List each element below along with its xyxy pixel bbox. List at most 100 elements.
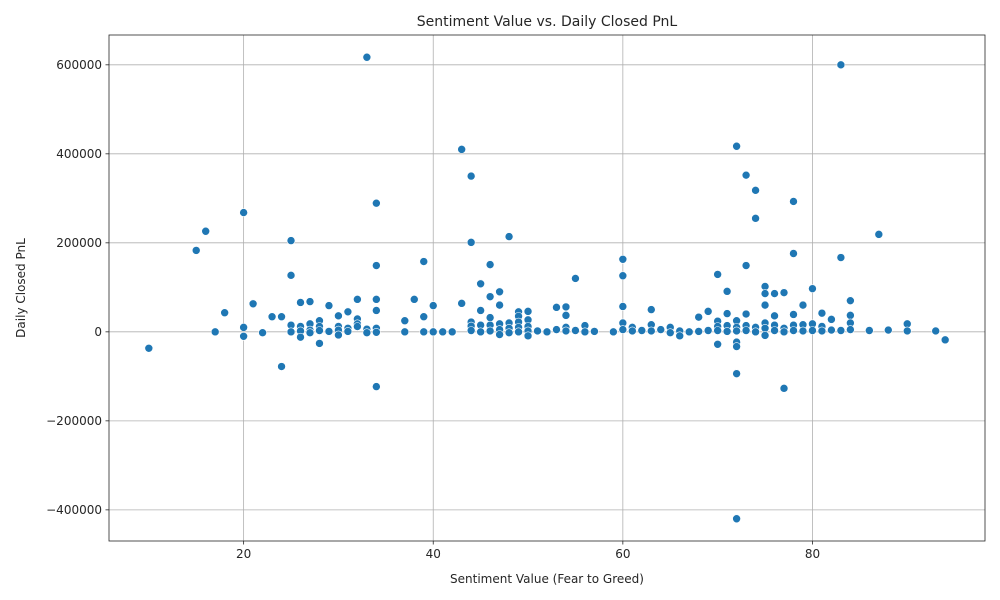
x-axis-ticks: 20 40 60 80 — [236, 541, 820, 561]
data-point — [362, 328, 372, 338]
data-point — [419, 312, 429, 322]
data-point — [817, 326, 827, 336]
data-point — [286, 271, 296, 280]
data-point — [438, 327, 448, 337]
data-point — [419, 327, 429, 337]
data-point — [514, 327, 523, 337]
data-point — [751, 186, 760, 195]
data-point — [798, 300, 808, 310]
data-point — [694, 327, 703, 336]
data-point — [552, 303, 561, 312]
data-point — [732, 342, 741, 351]
data-point — [239, 208, 248, 217]
data-point — [637, 326, 647, 335]
x-tick-label: 60 — [615, 547, 630, 561]
data-point — [372, 306, 381, 315]
data-point — [305, 297, 315, 306]
data-point — [466, 238, 476, 247]
data-point — [751, 214, 760, 223]
data-point — [722, 287, 732, 296]
data-point — [485, 260, 495, 269]
data-point — [779, 288, 789, 297]
data-point — [713, 339, 722, 349]
y-tick-label: −400000 — [46, 503, 102, 517]
data-point — [258, 328, 267, 338]
data-point — [902, 319, 912, 329]
data-point — [419, 257, 429, 266]
data-point — [722, 327, 732, 336]
data-points — [144, 52, 950, 524]
x-tick-label: 40 — [426, 547, 441, 561]
data-point — [201, 226, 211, 236]
data-point — [703, 307, 713, 316]
data-point — [334, 311, 343, 321]
data-point — [590, 327, 599, 336]
data-point — [485, 326, 495, 336]
data-point — [495, 330, 504, 339]
data-point — [362, 52, 372, 62]
data-point — [827, 315, 836, 324]
data-point — [523, 307, 533, 316]
data-point — [732, 369, 741, 378]
data-point — [239, 323, 248, 332]
data-point — [495, 287, 504, 297]
data-point — [789, 310, 798, 319]
data-point — [722, 309, 732, 318]
data-point — [220, 308, 229, 317]
data-point — [789, 326, 798, 335]
data-point — [561, 326, 571, 336]
data-point — [846, 311, 855, 320]
data-point — [485, 313, 495, 322]
data-point — [277, 312, 286, 322]
data-point — [476, 306, 485, 315]
data-point — [808, 326, 817, 335]
data-point — [798, 326, 808, 336]
data-point — [523, 331, 533, 341]
data-point — [296, 298, 305, 307]
data-point — [286, 236, 296, 245]
data-point — [741, 326, 751, 335]
data-point — [533, 326, 542, 336]
data-point — [618, 271, 628, 281]
data-point — [561, 302, 571, 312]
data-point — [883, 325, 893, 335]
data-point — [286, 327, 296, 337]
data-point — [741, 261, 751, 270]
data-point — [305, 328, 315, 338]
data-point — [779, 384, 789, 393]
data-point — [334, 330, 343, 340]
data-point — [343, 307, 353, 317]
data-point — [703, 326, 713, 335]
data-point — [315, 339, 324, 348]
data-point — [741, 309, 751, 319]
data-point — [400, 327, 410, 337]
data-point — [779, 327, 789, 337]
data-point — [713, 326, 722, 335]
data-point — [732, 141, 741, 151]
data-point — [504, 232, 514, 241]
data-point — [836, 326, 846, 335]
data-point — [902, 326, 912, 336]
data-point — [210, 327, 220, 337]
data-point — [571, 274, 580, 283]
data-point — [476, 327, 485, 337]
y-tick-label: 400000 — [56, 147, 102, 161]
data-point — [827, 325, 836, 335]
data-point — [618, 254, 628, 264]
data-point — [770, 326, 779, 335]
data-point — [789, 249, 798, 258]
data-point — [372, 198, 381, 208]
data-point — [315, 326, 324, 335]
x-axis-label: Sentiment Value (Fear to Greed) — [450, 572, 644, 586]
data-point — [865, 326, 874, 335]
data-point — [248, 299, 258, 309]
data-point — [400, 316, 410, 326]
data-point — [457, 145, 466, 154]
x-tick-label: 20 — [236, 547, 251, 561]
y-tick-label: 0 — [94, 325, 102, 339]
data-point — [552, 325, 561, 334]
y-tick-label: 200000 — [56, 236, 102, 250]
data-point — [144, 344, 154, 353]
data-point — [343, 327, 353, 336]
